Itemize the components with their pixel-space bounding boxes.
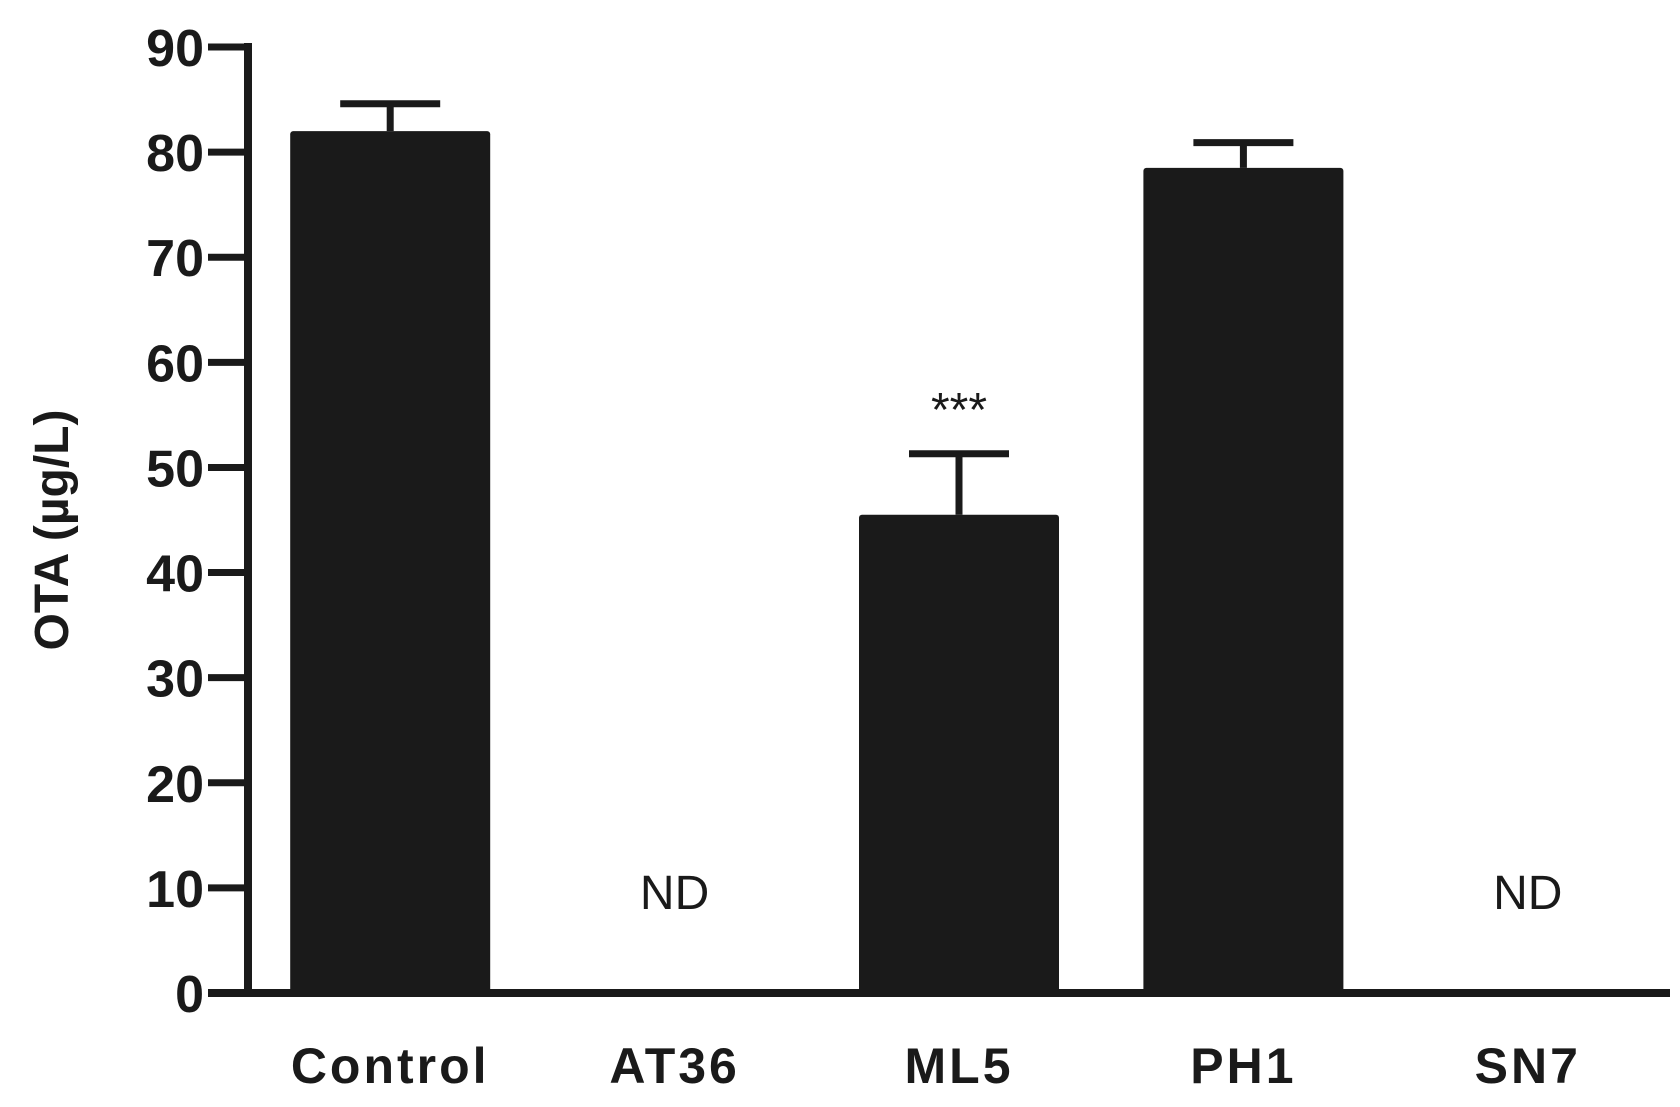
y-tick-label: 10 (146, 861, 204, 919)
y-tick-label: 30 (146, 651, 204, 709)
x-category-label: ML5 (905, 1038, 1014, 1094)
y-axis-label: OTA (µg/L) (26, 410, 79, 651)
x-category-label: Control (291, 1038, 490, 1094)
bar-ph1 (1143, 167, 1344, 993)
y-tick-label: 40 (146, 546, 204, 604)
x-axis-categories: Control AT36 ML5 PH1 SN7 (291, 1038, 1581, 1094)
bar-control (290, 131, 491, 994)
y-tick-label: 90 (146, 20, 204, 78)
error-bars (340, 100, 1294, 515)
y-tick-label: 60 (146, 335, 204, 393)
y-tick-label: 50 (146, 440, 204, 498)
bars (290, 131, 1344, 994)
bar-annotation: ND (1493, 867, 1562, 920)
bar-annotation: ND (640, 867, 709, 920)
y-tick-label: 20 (146, 756, 204, 814)
x-category-label: PH1 (1190, 1038, 1296, 1094)
bar-annotations: ND *** ND (640, 384, 1563, 920)
y-tick-label: 70 (146, 230, 204, 288)
y-tick-label: 0 (175, 966, 204, 1024)
y-tick-label: 80 (146, 125, 204, 183)
bar-ml5 (859, 514, 1059, 993)
y-axis-ticks: 0 10 20 30 40 50 60 70 80 90 (146, 20, 248, 1024)
x-category-label: SN7 (1475, 1038, 1581, 1094)
x-category-label: AT36 (609, 1038, 740, 1094)
bar-annotation: *** (931, 384, 987, 437)
